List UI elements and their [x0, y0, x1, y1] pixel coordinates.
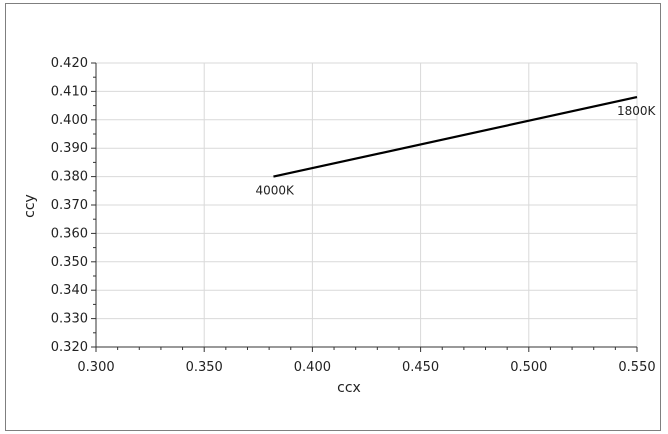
x-axis-title: ccx	[337, 380, 361, 396]
y-tick-label: 0.370	[51, 198, 88, 213]
x-tick-label: 0.350	[186, 360, 223, 375]
y-tick-label: 0.330	[51, 312, 88, 327]
y-tick-label: 0.410	[51, 84, 88, 99]
point-label: 1800K	[617, 104, 657, 118]
y-tick-label: 0.390	[51, 141, 88, 156]
y-tick-label: 0.340	[51, 283, 88, 298]
series-line	[273, 96, 638, 178]
y-tick-label: 0.380	[51, 170, 88, 185]
line-chart: 0.320 0.330 0.340 0.350 0.360 0.370 0.380 0.390…	[22, 56, 657, 396]
x-tick-label: 0.300	[77, 360, 114, 375]
x-tick-label: 0.500	[510, 360, 547, 375]
y-tick-label: 0.350	[51, 255, 88, 270]
y-tick-label: 0.320	[51, 340, 88, 355]
chart-frame: 0.320 0.330 0.340 0.350 0.360 0.370 0.380 0.390…	[5, 3, 661, 431]
axes	[91, 62, 638, 352]
grid-lines	[96, 62, 638, 347]
y-axis-title: ccy	[22, 194, 38, 218]
x-tick-label: 0.450	[402, 360, 439, 375]
labels-layer: 0.320 0.330 0.340 0.350 0.360 0.370 0.380 0.390…	[51, 56, 657, 375]
y-tick-label: 0.420	[51, 56, 88, 71]
point-label: 4000K	[255, 184, 295, 198]
x-tick-label: 0.550	[618, 360, 655, 375]
x-tick-label: 0.400	[294, 360, 331, 375]
y-tick-label: 0.360	[51, 226, 88, 241]
series-layer	[273, 96, 638, 178]
y-tick-label: 0.400	[51, 113, 88, 128]
